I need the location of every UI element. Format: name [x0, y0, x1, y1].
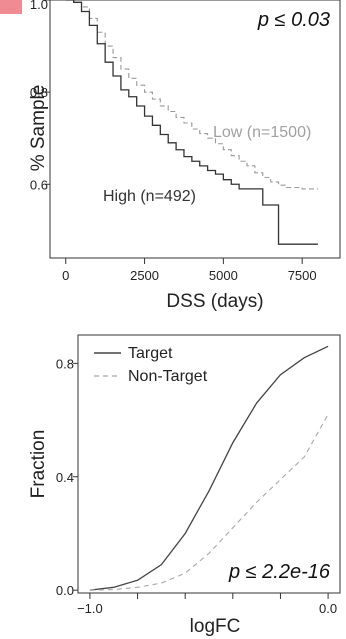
- survival-y-tick-label: 0.6: [30, 177, 48, 192]
- cdf-x-axis-label: logFC: [190, 616, 241, 637]
- cdf-x-tick-label: −1.0: [77, 601, 103, 616]
- survival-panel: 0 2500 5000 7500 0.6 0.8 1.0 p ≤ 0.03 Low (n=1…: [0, 0, 341, 312]
- survival-series-high: [65, 0, 318, 245]
- survival-x-tick-label: 2500: [130, 268, 159, 283]
- survival-x-axis-label: DSS (days): [166, 291, 263, 312]
- survival-y-axis-label: % Sample: [28, 85, 49, 172]
- survival-plot-frame: [49, 0, 341, 259]
- cdf-series-non-target: [89, 414, 329, 591]
- cdf-panel: −1.0 0.00.00.40.8 Target Non-Target p ≤ 2…: [28, 334, 341, 637]
- low-group-label: Low (n=1500): [213, 124, 311, 141]
- cdf-series-target: [89, 345, 329, 591]
- survival-y-tick-label: 0.8: [30, 85, 48, 100]
- survival-pvalue: p ≤ 0.03: [257, 9, 330, 31]
- corner-marker: [0, 0, 22, 14]
- cdf-legend: Target Non-Target: [94, 345, 208, 385]
- legend-target-label: Target: [128, 345, 173, 362]
- survival-x-tick-label: 0: [62, 268, 69, 283]
- high-group-label: High (n=492): [103, 188, 196, 205]
- cdf-plot-frame: [77, 334, 341, 594]
- legend-nontarget-label: Non-Target: [128, 368, 208, 385]
- cdf-y-tick-label: 0.0: [56, 583, 74, 598]
- cdf-y-tick-label: 0.4: [56, 470, 74, 485]
- cdf-y-tick-label: 0.8: [56, 356, 74, 371]
- survival-x-tick-label: 7500: [288, 268, 317, 283]
- cdf-pvalue: p ≤ 2.2e-16: [228, 561, 331, 583]
- survival-y-tick-label: 1.0: [30, 0, 48, 12]
- survival-x-tick-label: 5000: [209, 268, 238, 283]
- cdf-x-tick-label: 0.0: [319, 601, 337, 616]
- cdf-y-axis-label: Fraction: [28, 430, 49, 499]
